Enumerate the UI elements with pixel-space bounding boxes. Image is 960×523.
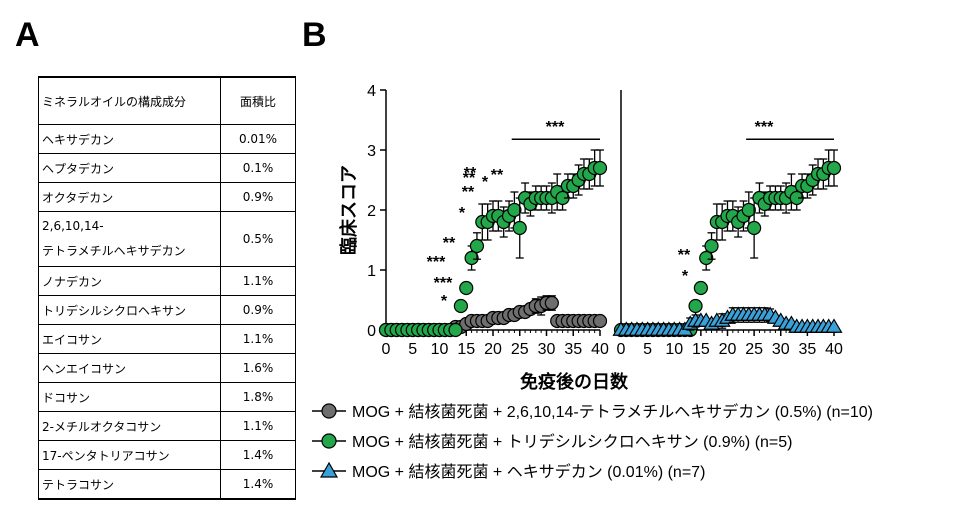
data-point-circle (453, 298, 468, 314)
x-tick-label: 10 (665, 341, 683, 358)
significance-label: ** (443, 235, 456, 252)
component-name: ヘキサデカン (38, 124, 221, 154)
x-tick-label: 30 (772, 341, 790, 358)
table-row: トリデシルシクロヘキサン 0.9% (38, 295, 296, 325)
x-tick-label: 25 (745, 341, 763, 358)
x-tick-label: 10 (431, 341, 449, 358)
component-name: 2,6,10,14- テトラメチルヘキサデカン (38, 211, 221, 267)
table-row: エイコサン 1.1% (38, 324, 296, 354)
component-name: ヘンエイコサン (38, 353, 221, 383)
x-tick-label: 5 (643, 341, 652, 358)
data-point-circle (693, 280, 708, 296)
composition-table: ミネラルオイルの構成成分 面積比 ヘキサデカン 0.01% ヘプタデカン 0.1% … (38, 76, 296, 500)
legend-label: MOG + 結核菌死菌 + トリデシルシクロヘキサン (0.9%) (n=5) (352, 432, 793, 451)
data-point-circle (512, 220, 527, 236)
significance-label: * (459, 205, 466, 222)
x-tick-label: 5 (408, 341, 417, 358)
table-row: 2,6,10,14- テトラメチルヘキサデカン 0.5% (38, 211, 296, 267)
data-point-circle (592, 313, 608, 329)
area-ratio: 1.4% (220, 469, 296, 500)
area-ratio: 1.4% (220, 440, 296, 470)
significance-label: * (441, 293, 448, 310)
x-tick-label: 20 (484, 341, 502, 358)
legend-label: MOG + 結核菌死菌 + ヘキサデカン (0.01%) (n=7) (352, 462, 705, 481)
table-row: ヘンエイコサン 1.6% (38, 353, 296, 383)
x-tick-label: 35 (798, 341, 816, 358)
table-row: 17-ペンタトリアコサン 1.4% (38, 440, 296, 470)
table-row: ノナデカン 1.1% (38, 266, 296, 296)
data-point-circle (469, 238, 485, 254)
x-tick-label: 30 (538, 341, 556, 358)
data-point-circle (464, 250, 479, 266)
component-name: ヘプタデカン (38, 153, 221, 183)
component-name: トリデシルシクロヘキサン (38, 295, 221, 325)
significance-label: ** (491, 167, 504, 184)
area-ratio: 1.6% (220, 353, 296, 383)
x-tick-label: 35 (564, 341, 582, 358)
column-header-component: ミネラルオイルの構成成分 (38, 76, 221, 125)
data-point-circle (448, 322, 463, 338)
data-point-triangle (825, 318, 843, 333)
data-point-circle (826, 160, 842, 176)
panel-label-a: A (15, 16, 40, 54)
table-header-row: ミネラルオイルの構成成分 面積比 (38, 76, 296, 125)
data-point-circle (544, 295, 559, 311)
x-tick-label: 40 (591, 341, 609, 358)
table-row: ヘプタデカン 0.1% (38, 153, 296, 183)
y-axis-label: 臨床スコア (338, 165, 359, 255)
data-point-circle (688, 298, 703, 314)
data-point-circle (459, 280, 474, 296)
x-tick-label: 25 (511, 341, 529, 358)
panel-label-b: B (302, 16, 327, 54)
significance-label: *** (755, 119, 774, 136)
y-tick-label: 4 (367, 83, 376, 100)
legend-marker-triangle (319, 461, 339, 478)
y-tick-label: 2 (367, 203, 376, 220)
significance-label: ** (678, 247, 691, 264)
data-point-circle (704, 238, 719, 254)
x-axis-label: 免疫後の日数 (520, 371, 629, 392)
table-row: テトラコサン 1.4% (38, 469, 296, 500)
component-name: テトラコサン (38, 469, 221, 500)
area-ratio: 0.9% (220, 295, 296, 325)
y-tick-label: 0 (367, 323, 376, 340)
significance-label: * (482, 174, 489, 191)
area-ratio: 0.5% (220, 211, 296, 267)
x-tick-label: 15 (692, 341, 710, 358)
component-name: ノナデカン (38, 266, 221, 296)
significance-label: ** (463, 170, 476, 187)
data-point-circle (507, 202, 522, 218)
significance-label: *** (546, 119, 565, 136)
y-tick-label: 1 (367, 263, 376, 280)
area-ratio: 0.01% (220, 124, 296, 154)
x-tick-label: 0 (617, 341, 626, 358)
data-point-circle (699, 250, 714, 266)
significance-label: * (682, 268, 689, 285)
area-ratio: 1.1% (220, 266, 296, 296)
x-tick-label: 0 (382, 341, 391, 358)
data-point-circle (747, 220, 762, 236)
component-name: オクタデカン (38, 182, 221, 212)
data-point-circle (592, 160, 608, 176)
significance-label: ** (462, 184, 475, 201)
x-tick-label: 15 (457, 341, 475, 358)
x-tick-label: 40 (825, 341, 843, 358)
area-ratio: 1.1% (220, 411, 296, 441)
table-row: オクタデカン 0.9% (38, 182, 296, 212)
legend-marker-circle (321, 433, 337, 449)
data-point-circle (741, 202, 756, 218)
legend-marker-circle (321, 403, 337, 419)
table-row: ヘキサデカン 0.01% (38, 124, 296, 154)
significance-label: ** (464, 165, 477, 182)
significance-label: *** (427, 254, 446, 271)
area-ratio: 0.1% (220, 153, 296, 183)
significance-label: *** (434, 275, 453, 292)
component-name: エイコサン (38, 324, 221, 354)
x-tick-label: 20 (719, 341, 737, 358)
legend-label: MOG + 結核菌死菌 + 2,6,10,14-テトラメチルヘキサデカン (0.… (352, 402, 873, 421)
y-tick-label: 3 (367, 143, 376, 160)
